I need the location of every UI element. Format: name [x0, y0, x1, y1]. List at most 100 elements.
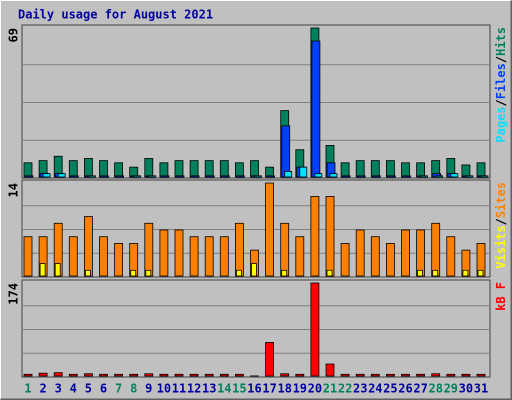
bar [190, 175, 200, 178]
x-tick-label: 5 [85, 382, 92, 396]
bar [341, 175, 351, 178]
bar [356, 175, 366, 178]
bar [401, 162, 410, 178]
bar [310, 282, 320, 377]
bar [284, 171, 293, 178]
bar [314, 173, 323, 178]
bar [205, 175, 215, 178]
bar [114, 243, 123, 277]
bar [476, 162, 486, 178]
bar [144, 373, 154, 377]
x-tick-label: 6 [100, 382, 107, 396]
bar [160, 175, 170, 178]
chart-title: Daily usage for August 2021 [18, 8, 213, 22]
bar [189, 236, 199, 277]
bar [133, 175, 142, 178]
x-tick-label: 24 [368, 382, 382, 396]
bar [174, 229, 184, 277]
bar [420, 175, 429, 178]
bar [99, 236, 108, 277]
x-tick-label: 20 [308, 382, 322, 396]
bar [174, 373, 184, 377]
bar [219, 160, 229, 178]
bar [310, 196, 320, 277]
bar [84, 373, 93, 377]
x-tick-label: 4 [70, 382, 77, 396]
legend: Pages/Files/Hits [494, 27, 508, 143]
bar [326, 269, 333, 277]
bar [24, 175, 34, 178]
bar [23, 162, 33, 178]
x-tick-label: 25 [383, 382, 397, 396]
x-tick-label: 31 [474, 382, 488, 396]
bar [254, 175, 262, 178]
bar [281, 125, 291, 178]
bar [417, 269, 424, 277]
legend-entry: Sites [494, 182, 508, 218]
bar [462, 269, 469, 277]
bar [159, 229, 169, 277]
bar [386, 175, 396, 178]
bar [68, 236, 78, 277]
x-tick-label: 17 [262, 382, 276, 396]
bar [219, 373, 229, 377]
bar [402, 175, 411, 178]
bar [235, 175, 245, 178]
bar [401, 373, 410, 377]
bar [129, 373, 139, 377]
bar [431, 222, 441, 277]
bar [355, 229, 365, 277]
bar [144, 158, 154, 178]
bar [204, 160, 214, 178]
bar [42, 173, 51, 178]
bar [265, 342, 275, 377]
x-tick-label: 12 [187, 382, 201, 396]
bar [130, 269, 137, 277]
bar [280, 373, 290, 377]
legend-entry: Visits [494, 225, 508, 268]
bar [477, 269, 484, 277]
x-tick-label: 8 [130, 382, 137, 396]
bar [174, 160, 184, 178]
bar [38, 372, 48, 377]
bar [450, 173, 459, 178]
x-tick-label: 26 [398, 382, 412, 396]
bar [416, 229, 426, 277]
bar [461, 164, 471, 178]
bar [148, 175, 157, 178]
bar [68, 373, 78, 377]
bar [431, 373, 441, 377]
y-tick-label: 14 [7, 183, 21, 197]
bar [85, 269, 91, 277]
legend-entry: Files [494, 63, 508, 99]
y-tick-label: 174 [7, 283, 21, 305]
x-tick-label: 18 [277, 382, 291, 396]
bar [370, 236, 380, 277]
x-tick-label: 23 [353, 382, 367, 396]
bar [416, 162, 426, 178]
bar [84, 216, 93, 277]
bar [54, 263, 61, 277]
y-tick-label: 69 [7, 28, 21, 42]
x-tick-label: 27 [413, 382, 427, 396]
bar [325, 363, 335, 377]
bar [234, 162, 244, 178]
bar [295, 236, 305, 277]
bar [68, 160, 78, 178]
bar [175, 175, 185, 178]
bar [385, 373, 395, 377]
bar [100, 175, 109, 178]
bar [281, 269, 288, 277]
x-tick-label: 16 [247, 382, 261, 396]
x-tick-label: 10 [157, 382, 171, 396]
bar [480, 175, 489, 178]
bar [266, 175, 276, 178]
bar [234, 373, 244, 377]
x-tick-label: 9 [145, 382, 152, 396]
bar [435, 175, 444, 178]
bar [204, 236, 214, 277]
x-tick-label: 22 [338, 382, 352, 396]
x-tick-label: 19 [293, 382, 307, 396]
bar [145, 269, 152, 277]
